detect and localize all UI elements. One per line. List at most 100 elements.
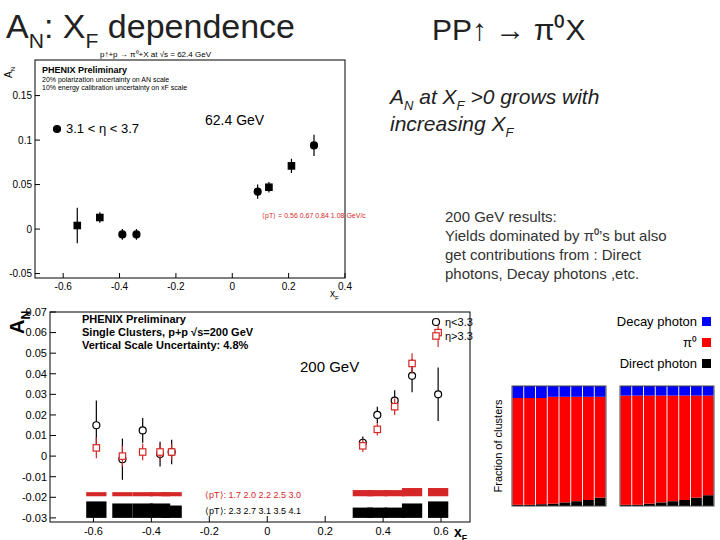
text-part: N (19, 311, 33, 320)
annotation: Vertical Scale Uncertainty: 4.8% (82, 339, 249, 351)
bar (548, 397, 559, 504)
point (391, 404, 397, 410)
point (157, 449, 163, 455)
y-tick-label: 0 (26, 224, 32, 235)
x-tick-label: 0 (229, 281, 235, 292)
legend-entry: η<3.3 (433, 316, 473, 328)
plot-frame (50, 312, 470, 522)
bar (644, 396, 655, 504)
bar (703, 386, 714, 396)
x-tick-label: 0 (264, 525, 270, 537)
text-part: : X (44, 7, 86, 45)
bar (679, 386, 690, 396)
syst-box (86, 492, 106, 496)
bar (559, 502, 570, 506)
bar (620, 396, 631, 505)
syst-box (367, 490, 387, 496)
legend-entry: Decay photon (617, 314, 711, 329)
x-tick-label: 0.6 (433, 525, 448, 537)
bar (583, 397, 594, 500)
point (119, 453, 125, 459)
x-tick-label: 0.2 (318, 525, 333, 537)
annotation: 10% energy calibration uncertainty on xF… (42, 84, 187, 92)
text-part: x (454, 524, 462, 540)
results-text: Yields dominated by π⁰’s but also (445, 227, 667, 244)
y-tick-label: 0.03 (26, 388, 47, 400)
y-axis-label: AN (3, 67, 16, 78)
note: AN at XF >0 grows with (388, 85, 599, 113)
text-part: A (388, 85, 404, 108)
bar (667, 386, 678, 396)
bar (679, 396, 690, 500)
point (168, 449, 174, 455)
point (409, 360, 415, 366)
annotation: 62.4 GeV (205, 112, 265, 128)
point (374, 426, 380, 432)
chart (620, 386, 714, 506)
bar (583, 500, 594, 506)
y-tick-label: -0.01 (22, 471, 47, 483)
x-axis-label: xF (454, 524, 467, 540)
bar (620, 386, 631, 396)
syst-box (112, 492, 132, 496)
y-tick (35, 140, 40, 141)
x-tick (119, 273, 120, 278)
y-tick (35, 229, 40, 230)
point (266, 184, 272, 190)
reaction: PP↑ → π⁰X (432, 13, 585, 46)
bar (679, 500, 690, 506)
syst-box (402, 503, 422, 517)
legend-label: Direct photon (620, 356, 697, 371)
annotation: 20% polarization uncertainty on AN scale (42, 76, 169, 84)
point (360, 443, 366, 449)
x-tick (232, 273, 233, 278)
legend-label: π⁰ (683, 335, 697, 350)
bar (632, 396, 643, 505)
chart-title: PHENIX Preliminary (82, 313, 187, 325)
y-tick (50, 517, 56, 518)
x-tick (175, 273, 176, 278)
y-tick (50, 476, 56, 477)
y-tick-label: 0.04 (26, 368, 47, 380)
plot-area (512, 386, 605, 506)
text-part: A (6, 320, 28, 334)
bar (548, 386, 559, 397)
bar (595, 397, 606, 498)
annotation: ⟨pT⟩ = 0.56 0.67 0.84 1.08 GeV/c (262, 212, 366, 220)
x-tick-label: -0.4 (142, 525, 161, 537)
legend-entry: 3.1 < η < 3.7 (54, 121, 140, 136)
y-tick (50, 435, 56, 436)
legend-swatch (702, 338, 711, 347)
text-part: at X (413, 85, 457, 108)
pt-label: ⟨pT⟩: 1.7 2.0 2.2 2.5 3.0 (205, 490, 301, 500)
legend-label: η>3.3 (445, 330, 473, 342)
bar (691, 498, 702, 506)
y-tick (50, 414, 56, 415)
y-axis-label: Fraction of clusters (492, 399, 504, 492)
bar (571, 386, 582, 397)
y-tick-label: 0.1 (18, 135, 32, 146)
legend-entry: η>3.3 (433, 330, 473, 342)
results-text: photons, Decay photons ,etc. (445, 265, 639, 282)
point (168, 449, 175, 456)
text-part: N (9, 67, 16, 71)
chart-title: p↑+p → π⁰+X at √s = 62.4 GeV (100, 50, 212, 59)
y-tick (35, 273, 40, 274)
bar (524, 386, 535, 398)
syst-box (385, 508, 405, 518)
bar (536, 386, 547, 398)
point (374, 411, 381, 418)
syst-box (428, 501, 448, 517)
plot-frame (512, 386, 606, 506)
point (311, 142, 318, 149)
text-part: F (506, 125, 515, 140)
x-tick-label: 0.4 (375, 525, 390, 537)
point (254, 188, 261, 195)
y-tick-label: 0.15 (13, 90, 33, 101)
point (435, 391, 442, 398)
point (97, 214, 103, 220)
syst-box (385, 490, 405, 496)
point (74, 222, 80, 228)
legend-marker (54, 126, 61, 133)
syst-box (367, 508, 387, 518)
